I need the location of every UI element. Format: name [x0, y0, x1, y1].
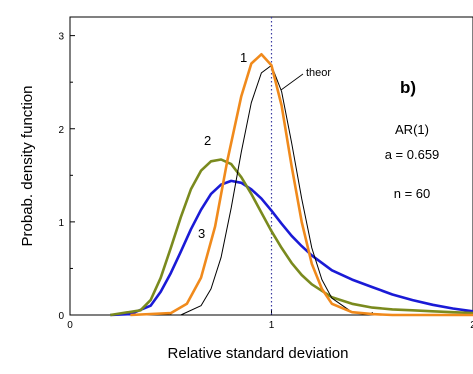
series-line-2	[110, 158, 473, 317]
y-tick-label: 0	[58, 311, 64, 322]
y-axis-label: Probab. density function	[19, 86, 36, 247]
series-label-2: 2	[204, 133, 211, 148]
x-axis-label: Relative standard deviation	[168, 345, 349, 362]
x-tick-label: 1	[269, 320, 275, 331]
param-annotation: a = 0.659	[385, 147, 440, 162]
series-label-3: 3	[198, 226, 205, 241]
model-annotation: AR(1)	[395, 122, 429, 137]
series-line-1	[130, 52, 473, 317]
n-annotation: n = 60	[394, 186, 431, 201]
series-group	[110, 52, 473, 317]
x-tick-label: 0	[67, 320, 73, 331]
series-labels: 1 2 3 theor	[198, 50, 331, 241]
axis-ticks: 0 1 2 0 1 2 3	[58, 17, 473, 331]
series-label-theor: theor	[306, 67, 331, 79]
y-tick-label: 2	[58, 125, 64, 136]
series-label-1: 1	[240, 50, 247, 65]
theor-leader-line	[280, 73, 304, 91]
series-line-theor	[180, 64, 373, 316]
y-tick-label: 3	[58, 32, 64, 43]
x-tick-label: 2	[470, 320, 473, 331]
y-tick-label: 1	[58, 218, 64, 229]
panel-label: b)	[400, 78, 416, 97]
series-line-3	[110, 179, 473, 317]
